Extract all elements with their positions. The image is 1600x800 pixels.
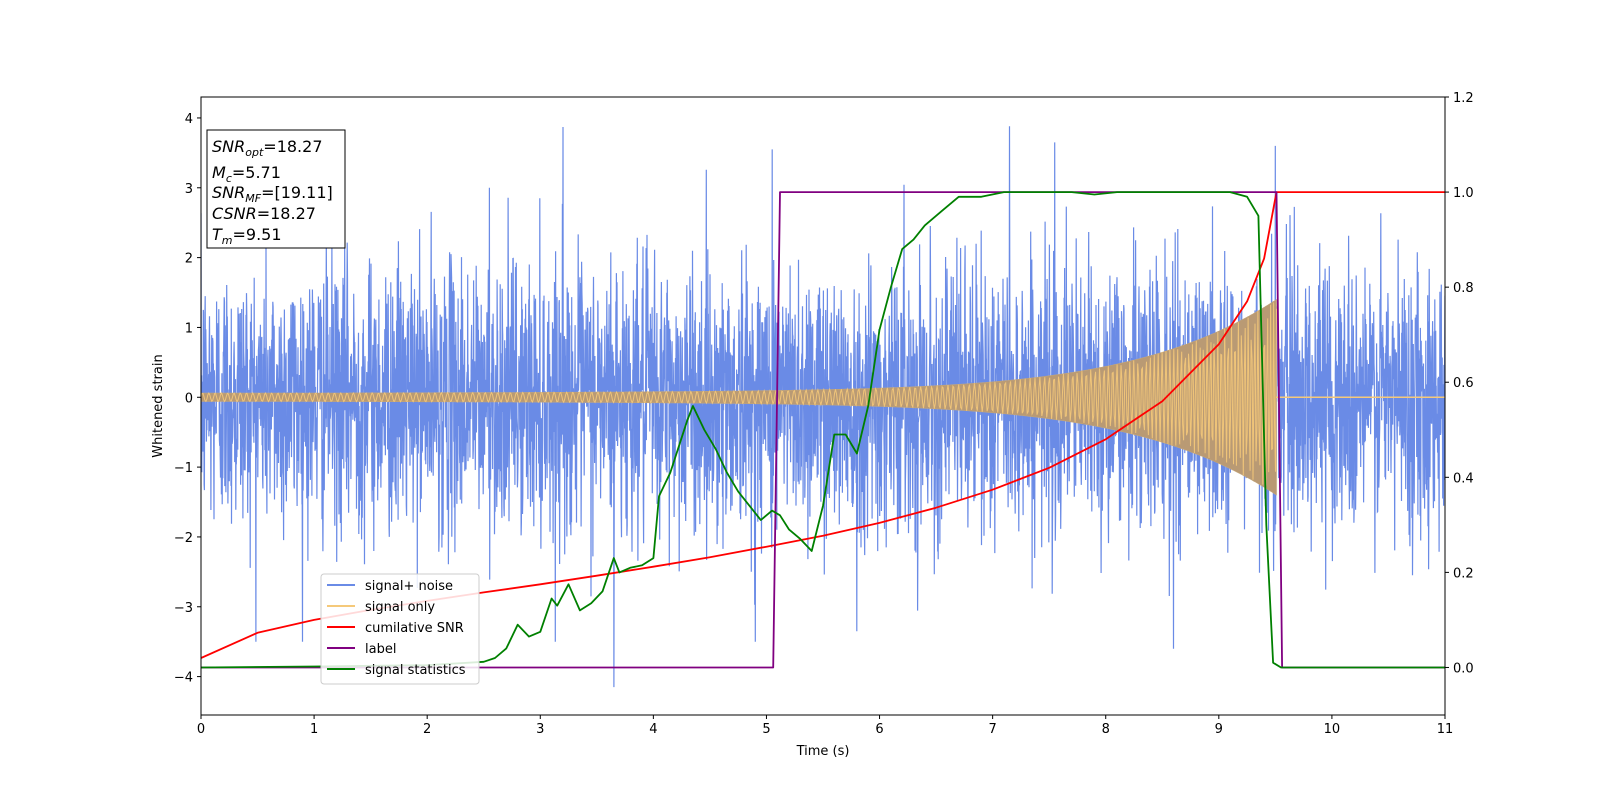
x-tick-label: 11	[1437, 722, 1454, 737]
info-snr-opt: SNRopt=18.27	[212, 137, 323, 159]
y-left-tick-label: 0	[185, 391, 193, 406]
series-signal-statistics	[201, 191, 1445, 669]
info-tm-value: 9.51	[246, 225, 282, 244]
series-signal-only-oscillation	[201, 302, 1277, 486]
x-tick-label: 0	[197, 722, 205, 737]
info-box-frame	[206, 129, 346, 249]
x-axis-title: Time (s)	[796, 744, 850, 759]
y-right-tick-label: 0.2	[1453, 566, 1474, 581]
y-left-tick-label: −3	[174, 601, 193, 616]
info-snr-mf-value: [19.11]	[274, 183, 332, 202]
y-left-tick-label: −4	[174, 671, 193, 686]
legend: signal+ noise signal only cumilative SNR…	[320, 573, 480, 685]
y-right-tick-label: 1.2	[1453, 91, 1474, 106]
y-axis-right: 1.2 1.0 0.8 0.6 0.4 0.2 0.0	[1445, 91, 1474, 676]
x-axis: 0 1 2 3 4 5 6 7 8 9 10 11	[197, 715, 1453, 737]
info-csnr-value: 18.27	[270, 204, 316, 223]
info-box: SNRopt=18.27 Mc=5.71 SNRMF=[19.11] CSNR=…	[206, 129, 346, 249]
info-csnr: CSNR=18.27	[212, 204, 316, 223]
y-axis-left: 4 3 2 1 0 −1 −2 −3 −4	[174, 112, 201, 686]
x-tick-label: 7	[988, 722, 996, 737]
y-right-tick-label: 1.0	[1453, 186, 1474, 201]
legend-label-cumulative-snr: cumilative SNR	[365, 621, 464, 636]
info-tm: Tm=9.51	[212, 225, 282, 247]
y-right-tick-label: 0.4	[1453, 471, 1474, 486]
y-axis-title: Whitened strain	[151, 354, 166, 457]
y-right-tick-label: 0.8	[1453, 281, 1474, 296]
y-left-tick-label: 2	[185, 252, 193, 267]
y-right-tick-label: 0.0	[1453, 661, 1474, 676]
info-snr-opt-value: 18.27	[277, 137, 323, 156]
x-tick-label: 9	[1215, 722, 1223, 737]
y-left-tick-label: 1	[185, 321, 193, 336]
info-mc-value: 5.71	[245, 163, 281, 182]
series-layer	[201, 126, 1445, 688]
y-left-tick-label: −2	[174, 531, 193, 546]
x-tick-label: 4	[649, 722, 657, 737]
legend-label-signal-noise: signal+ noise	[365, 579, 453, 594]
legend-label-label: label	[365, 642, 396, 657]
y-right-tick-label: 0.6	[1453, 376, 1474, 391]
legend-frame	[320, 573, 480, 685]
x-tick-label: 8	[1102, 722, 1110, 737]
x-tick-label: 1	[310, 722, 318, 737]
x-tick-label: 3	[536, 722, 544, 737]
x-tick-label: 2	[423, 722, 431, 737]
x-tick-label: 5	[762, 722, 770, 737]
info-mc: Mc=5.71	[212, 163, 281, 185]
y-left-tick-label: 4	[185, 112, 193, 127]
x-tick-label: 10	[1324, 722, 1341, 737]
info-snr-mf: SNRMF=[19.11]	[212, 183, 333, 205]
y-left-tick-label: −1	[174, 461, 193, 476]
y-left-tick-label: 3	[185, 182, 193, 197]
x-tick-label: 6	[875, 722, 883, 737]
plot-frame	[200, 96, 1446, 716]
legend-label-signal-statistics: signal statistics	[365, 663, 466, 678]
legend-label-signal-only: signal only	[365, 600, 435, 615]
